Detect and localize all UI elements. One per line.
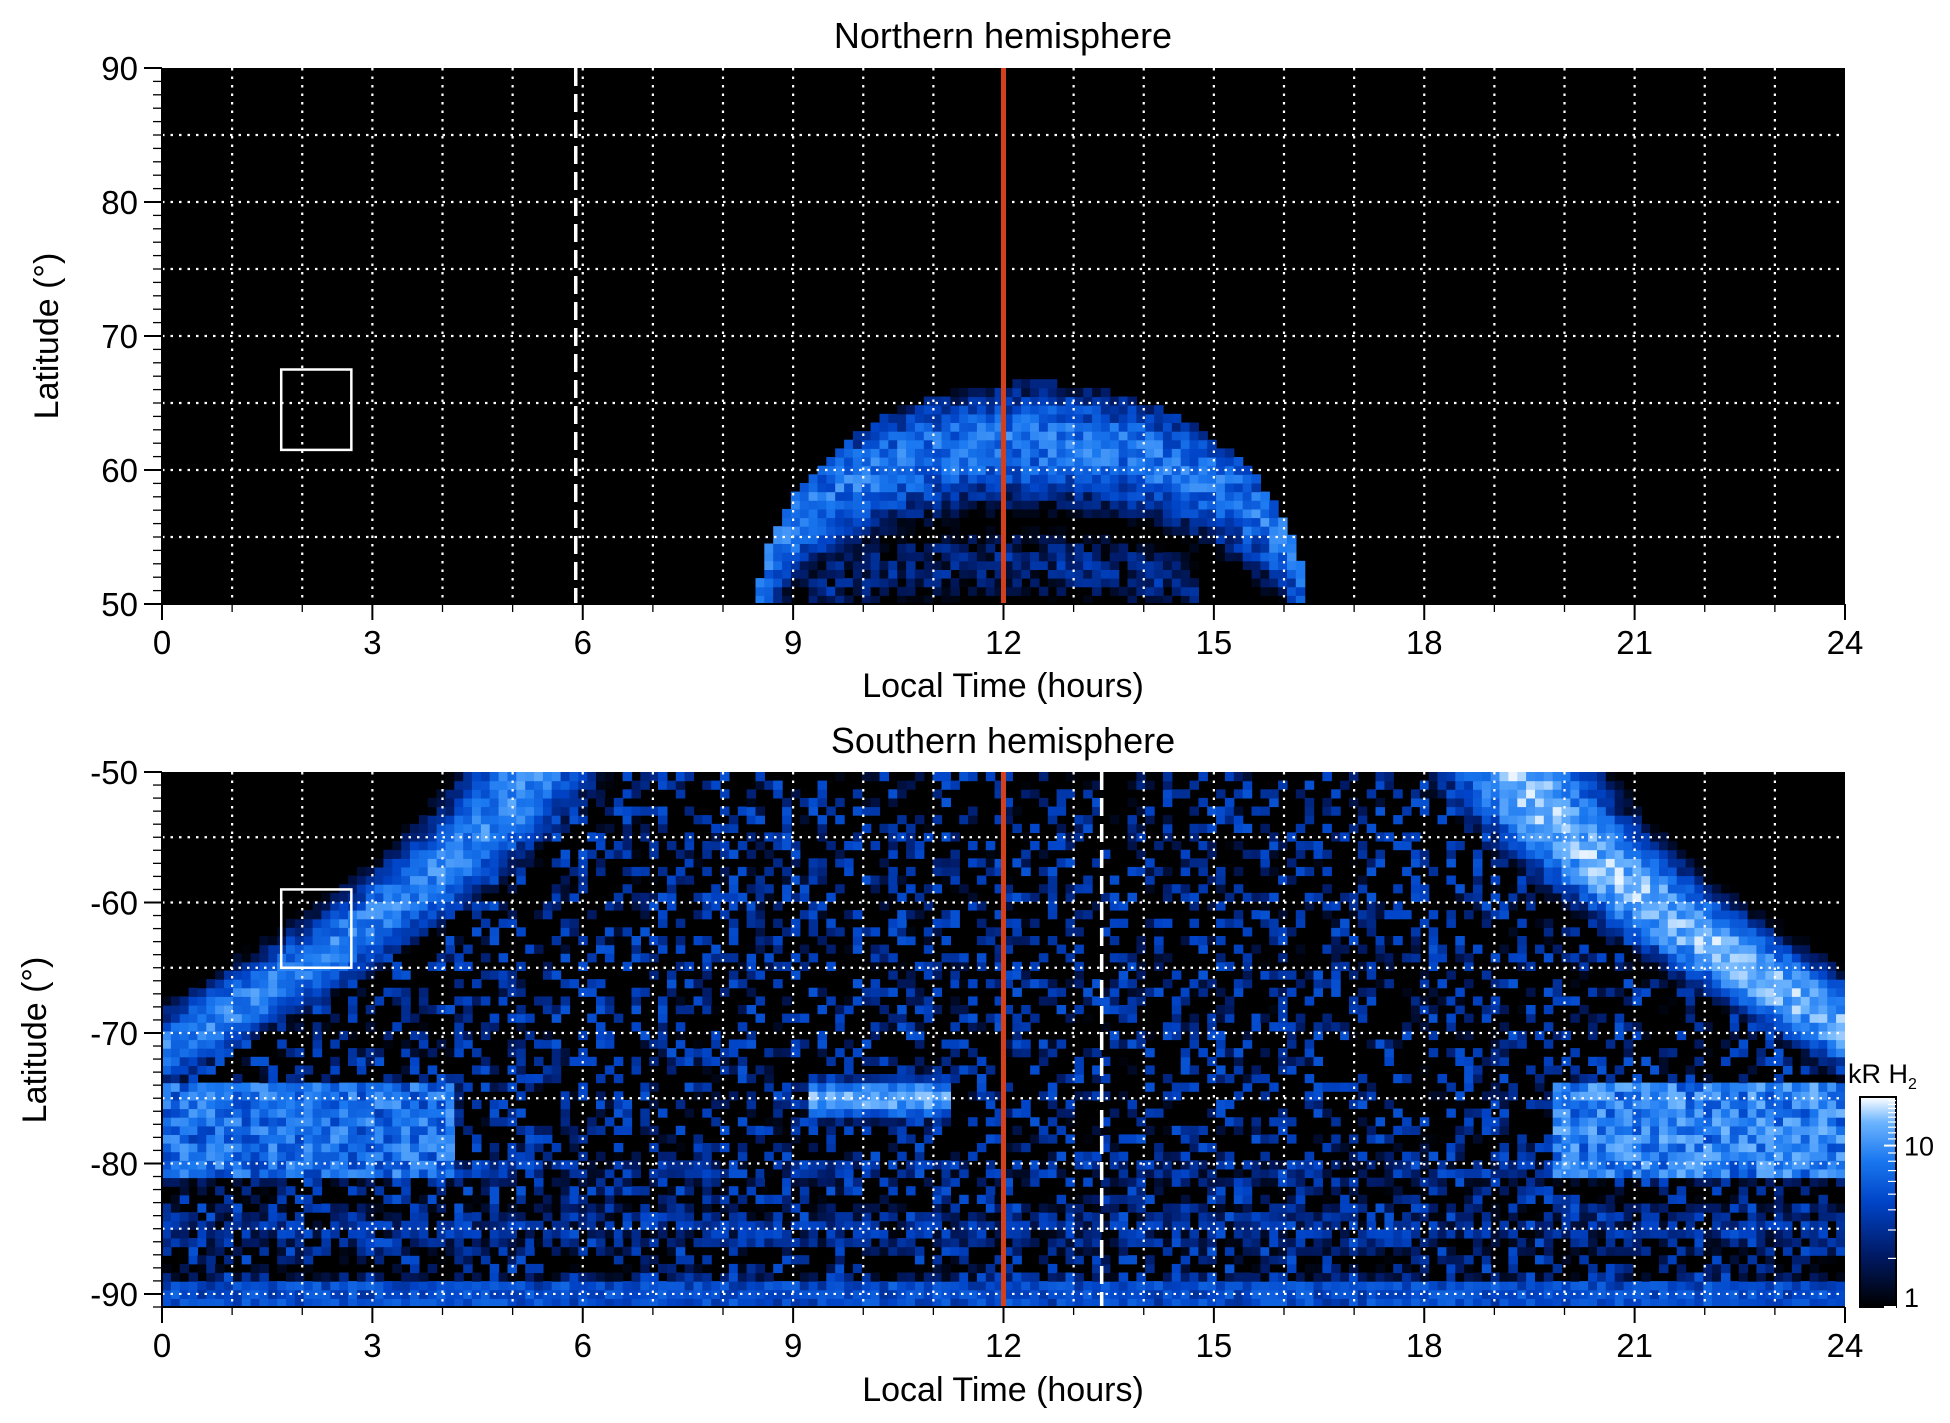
colorbar-tick-label: 1: [1904, 1283, 1919, 1313]
y-tick-label: 90: [101, 50, 138, 87]
x-tick-label: 3: [363, 1327, 381, 1364]
northern-ticks: 0 3 6 9 12 15 18 21 24 50 60 70 80 90: [101, 50, 1863, 661]
x-tick-label: 12: [985, 624, 1022, 661]
northern-title: Northern hemisphere: [834, 15, 1172, 56]
x-tick-label: 9: [784, 624, 802, 661]
y-tick-label: -50: [90, 754, 138, 791]
region-box: [279, 888, 353, 969]
x-tick-label: 21: [1616, 624, 1653, 661]
y-tick-label: -90: [90, 1276, 138, 1313]
colorbar-label: kR H2: [1848, 1059, 1917, 1093]
x-tick-label: 15: [1196, 624, 1233, 661]
x-tick-label: 0: [153, 1327, 171, 1364]
x-tick-label: 0: [153, 624, 171, 661]
southern-heatmap: [162, 772, 1845, 1307]
x-tick-label: 15: [1196, 1327, 1233, 1364]
northern-panel: Northern hemisphere 0 3 6 9 12 15 18 21 24 50 60 70…: [28, 15, 1863, 705]
x-tick-label: 24: [1827, 624, 1864, 661]
northern-markers: [279, 68, 1006, 604]
x-tick-label: 18: [1406, 624, 1443, 661]
x-tick-label: 9: [784, 1327, 802, 1364]
southern-ylabel: Latitude (°): [16, 957, 54, 1124]
y-tick-label: 60: [101, 452, 138, 489]
colorbar: kR H2 1 10: [1848, 1059, 1934, 1313]
x-tick-label: 18: [1406, 1327, 1443, 1364]
region-box: [279, 368, 353, 452]
colorbar-gradient: [1859, 1096, 1897, 1308]
colorbar-ticks: 1 10: [1884, 1099, 1934, 1313]
southern-ticks: 0 3 6 9 12 15 18 21 24 -90 -80 -70 -60 -50: [90, 754, 1863, 1364]
northern-xlabel: Local Time (hours): [862, 667, 1144, 705]
y-tick-label: 80: [101, 184, 138, 221]
northern-ylabel: Latitude (°): [28, 253, 66, 420]
y-tick-label: -60: [90, 884, 138, 921]
southern-markers: [279, 772, 1104, 1307]
y-tick-label: -80: [90, 1145, 138, 1182]
y-tick-label: -70: [90, 1015, 138, 1052]
x-tick-label: 21: [1616, 1327, 1653, 1364]
y-tick-label: 70: [101, 318, 138, 355]
colorbar-tick-label: 10: [1904, 1132, 1934, 1162]
northern-heatmap: [755, 379, 1306, 604]
x-tick-label: 24: [1827, 1327, 1864, 1364]
southern-xlabel: Local Time (hours): [862, 1371, 1144, 1409]
x-tick-label: 3: [363, 624, 381, 661]
x-tick-label: 6: [574, 624, 592, 661]
x-tick-label: 12: [985, 1327, 1022, 1364]
y-tick-label: 50: [101, 586, 138, 623]
southern-title: Southern hemisphere: [831, 720, 1175, 761]
x-tick-label: 6: [574, 1327, 592, 1364]
southern-panel: Southern hemisphere 0 3 6 9 12 15 18 21 24 -90 -80…: [16, 720, 1863, 1409]
